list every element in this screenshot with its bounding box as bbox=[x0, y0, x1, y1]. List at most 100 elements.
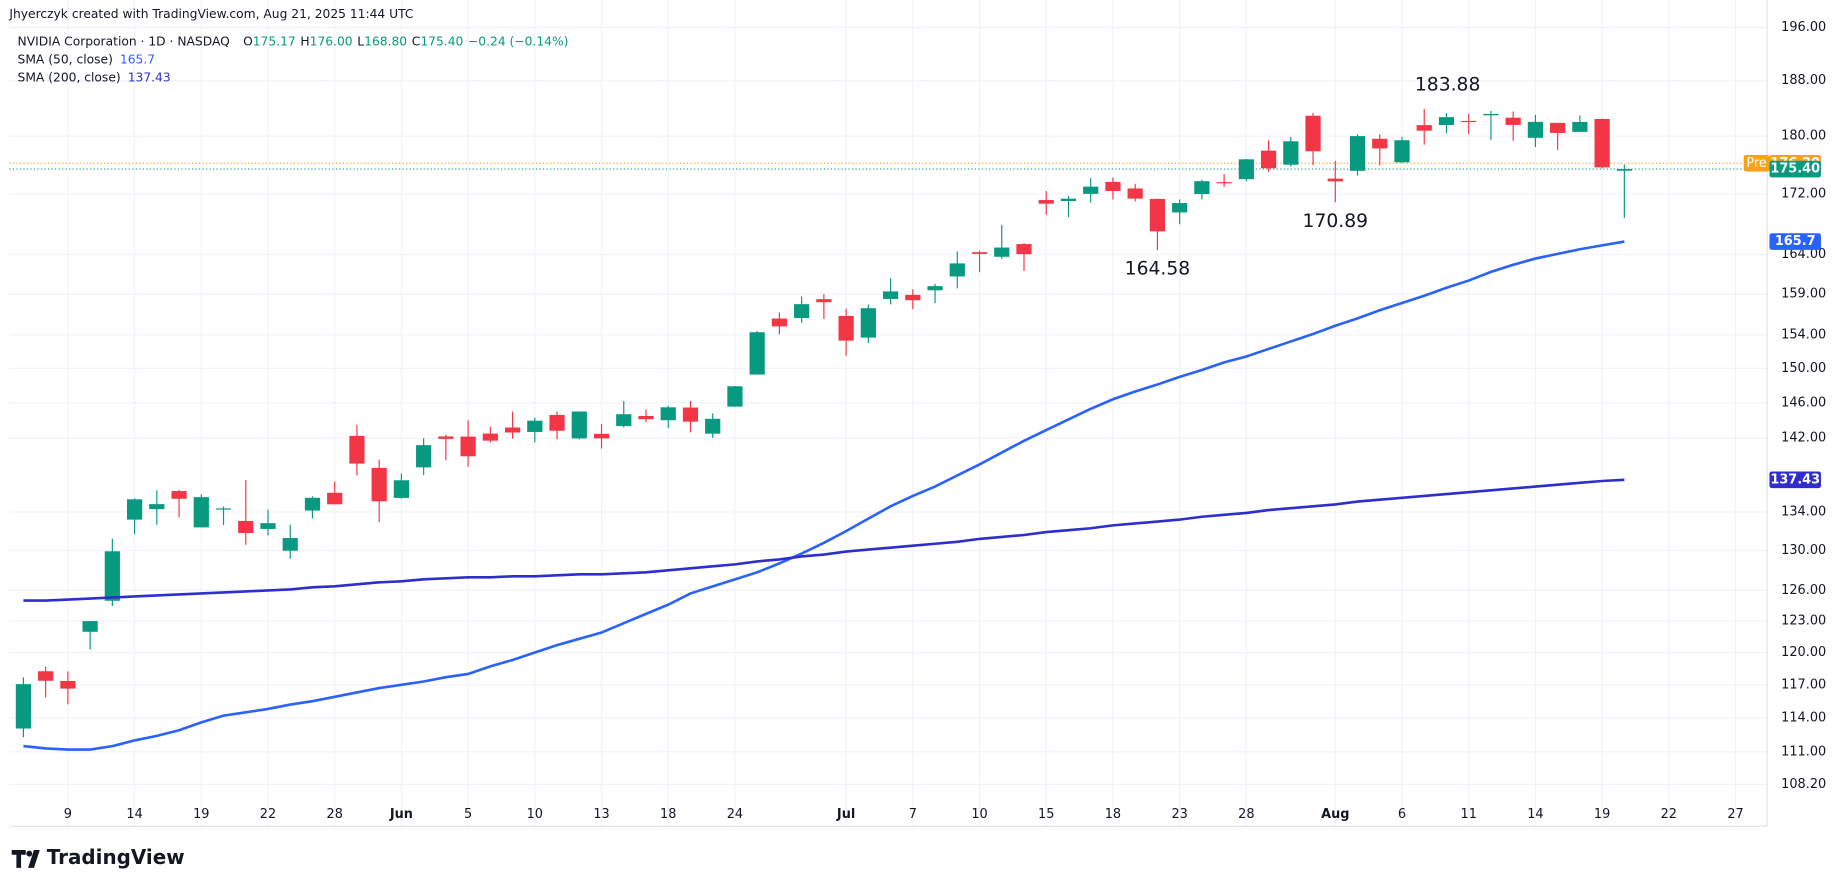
candle-body bbox=[1016, 244, 1032, 255]
candle-body bbox=[660, 407, 676, 421]
candle-body bbox=[816, 299, 832, 303]
price-label: 175.40 bbox=[1770, 162, 1820, 177]
quote-value: 175.40 bbox=[420, 34, 463, 48]
candle-body bbox=[727, 386, 743, 407]
candle-body bbox=[927, 286, 943, 291]
candle-body bbox=[571, 411, 587, 439]
price-tag-bg bbox=[1743, 154, 1770, 172]
candle-body bbox=[1594, 119, 1610, 168]
candle-body bbox=[527, 420, 543, 432]
candle-body bbox=[1260, 150, 1277, 169]
candle-body bbox=[1438, 117, 1455, 126]
candle-body bbox=[1327, 178, 1343, 182]
x-tick-label: 19 bbox=[1594, 807, 1610, 822]
candle-body bbox=[1483, 113, 1499, 116]
candle-body bbox=[393, 480, 410, 498]
candle-body bbox=[416, 445, 432, 468]
candle-body bbox=[260, 523, 276, 529]
quote-value: 168.80 bbox=[364, 34, 407, 48]
legend-value: 165.7 bbox=[120, 52, 155, 66]
sma-price-label-bg bbox=[1769, 471, 1821, 489]
candle-body bbox=[771, 318, 788, 327]
x-tick-label: 18 bbox=[660, 807, 676, 822]
symbol-title: NVIDIA Corporation · 1D · NASDAQ bbox=[18, 34, 231, 48]
y-tick-label: 150.00 bbox=[1781, 361, 1826, 376]
candle-body bbox=[349, 435, 365, 464]
quote-key: O bbox=[243, 34, 253, 48]
brand-logo: TradingView bbox=[11, 845, 185, 869]
grid bbox=[9, 0, 1768, 827]
candle-body bbox=[949, 263, 965, 277]
x-tick-label: 14 bbox=[1527, 807, 1543, 822]
candle-body bbox=[1216, 182, 1232, 184]
candle-body bbox=[1105, 181, 1121, 191]
price-tag: Pre bbox=[1746, 156, 1766, 171]
candle-body bbox=[126, 499, 143, 520]
y-tick-label: 172.00 bbox=[1781, 186, 1826, 201]
legend: SMA (50, close) 165.7 SMA (200, close) 137.… bbox=[18, 52, 171, 84]
legend-value: 137.43 bbox=[128, 70, 171, 84]
sma-price-label: 165.7 bbox=[1775, 234, 1816, 249]
candle-body bbox=[1083, 186, 1099, 194]
candle-body bbox=[460, 436, 476, 457]
quote-value: 176.00 bbox=[310, 34, 353, 48]
legend-name: SMA (50, close) bbox=[18, 52, 113, 66]
candle-body bbox=[438, 436, 454, 439]
candle-body bbox=[215, 508, 232, 510]
y-tick-label: 154.00 bbox=[1781, 327, 1826, 342]
candle-body bbox=[38, 671, 54, 681]
price-axis: 108.20 111.00 114.00 117.00 120.00 123.00 126.… bbox=[64, 20, 1826, 822]
x-tick-label: 13 bbox=[593, 807, 609, 822]
x-tick-label: 23 bbox=[1171, 807, 1187, 822]
x-tick-label: Jul bbox=[836, 807, 855, 822]
y-tick-label: 188.00 bbox=[1781, 73, 1826, 88]
candle-body bbox=[1416, 125, 1432, 131]
candle-body bbox=[238, 520, 254, 534]
candle-body bbox=[616, 414, 632, 427]
candle-body bbox=[149, 504, 165, 510]
candle-body bbox=[593, 433, 610, 439]
candle-body bbox=[638, 415, 654, 420]
sma-line bbox=[23, 240, 1625, 751]
brand: TradingView bbox=[47, 845, 185, 869]
x-tick-label: 24 bbox=[727, 807, 743, 822]
candle-body bbox=[1394, 140, 1410, 163]
y-tick-label: 196.00 bbox=[1781, 20, 1826, 35]
annotation: 183.88 bbox=[1415, 74, 1480, 96]
annotation: 170.89 bbox=[1303, 210, 1368, 232]
x-tick-label: 15 bbox=[1038, 807, 1054, 822]
candle-body bbox=[971, 252, 988, 254]
x-tick-label: 6 bbox=[1398, 807, 1406, 822]
y-tick-label: 159.00 bbox=[1781, 287, 1826, 302]
candle-body bbox=[1349, 136, 1366, 171]
quote-key: C bbox=[412, 34, 421, 48]
candle-body bbox=[193, 497, 209, 528]
candle-body bbox=[838, 316, 854, 341]
candle-body bbox=[1572, 121, 1588, 132]
candle-body bbox=[15, 684, 32, 729]
candle-body bbox=[1283, 141, 1299, 165]
y-tick-label: 123.00 bbox=[1781, 614, 1826, 629]
plot-area bbox=[9, 108, 1768, 751]
y-tick-label: 108.20 bbox=[1781, 777, 1826, 792]
candle-body bbox=[304, 497, 321, 511]
candle-body bbox=[1550, 122, 1566, 133]
x-tick-label: 19 bbox=[193, 807, 209, 822]
candle-body bbox=[882, 291, 899, 299]
candle-body bbox=[994, 247, 1010, 257]
quote-key: H bbox=[300, 34, 309, 48]
candle-body bbox=[482, 433, 498, 441]
y-tick-label: 126.00 bbox=[1781, 583, 1826, 598]
candle-body bbox=[860, 308, 876, 338]
x-tick-label: 28 bbox=[1238, 807, 1254, 822]
legend-entry: SMA (200, close) 137.43 bbox=[18, 70, 171, 84]
candle-body bbox=[1372, 138, 1388, 149]
candle-body bbox=[60, 680, 76, 689]
candle-body bbox=[1616, 169, 1632, 171]
x-tick-label: 9 bbox=[64, 807, 72, 822]
candle-body bbox=[1238, 159, 1254, 180]
y-tick-label: 134.00 bbox=[1781, 504, 1826, 519]
x-tick-label: 11 bbox=[1461, 807, 1477, 822]
candle-body bbox=[82, 621, 98, 632]
